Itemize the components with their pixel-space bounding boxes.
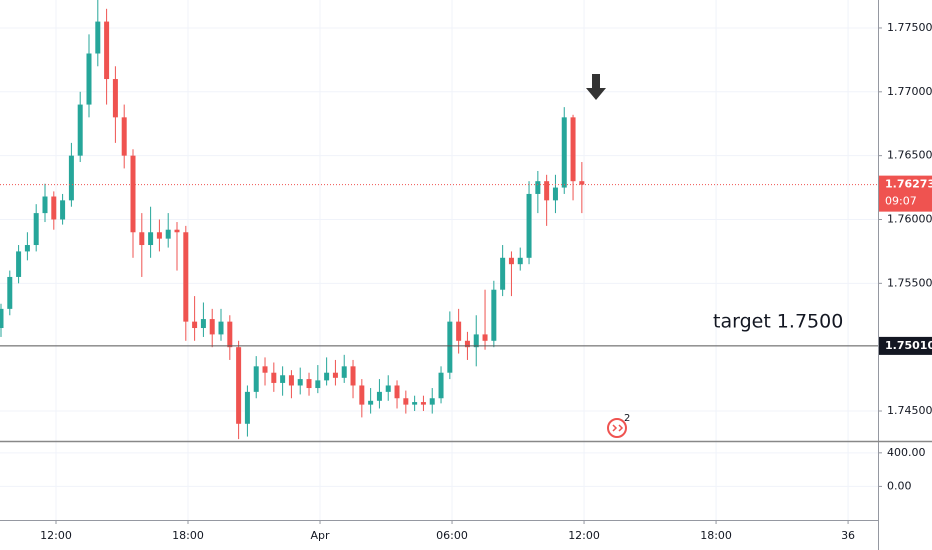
candle-body — [77, 104, 83, 156]
candle-body — [192, 321, 198, 329]
candles — [0, 0, 585, 440]
candle-body — [130, 155, 136, 233]
candle-body — [544, 181, 550, 201]
candle-body — [350, 366, 356, 386]
candle-body — [579, 181, 585, 185]
candle-body — [24, 245, 30, 252]
candle-body — [218, 321, 224, 335]
candle-body — [280, 375, 286, 383]
badge-count: 2 — [624, 413, 630, 424]
candle-body — [271, 372, 277, 383]
y-tick-label: 400.00 — [887, 446, 926, 459]
price-label-box — [879, 336, 932, 355]
candle-body — [121, 117, 127, 156]
candle-body — [570, 117, 576, 182]
y-tick-label: 1.76500 — [887, 149, 932, 162]
candle-body — [341, 366, 347, 378]
candle-body — [236, 347, 242, 424]
last-price-box — [879, 175, 932, 212]
candle-body — [95, 21, 101, 54]
candle-body — [552, 187, 558, 201]
candle-body — [561, 117, 567, 188]
grid — [0, 0, 882, 524]
annotation: target 1.7500 — [713, 311, 843, 333]
candle-body — [183, 232, 189, 322]
x-tick-label: 18:00 — [700, 529, 732, 542]
candle-body — [315, 380, 321, 389]
price-label: 1.75010 — [885, 339, 932, 352]
candle-body — [500, 257, 506, 290]
candle-body — [297, 379, 303, 386]
candle-body — [412, 402, 418, 405]
x-tick-label: 12:00 — [568, 529, 600, 542]
candle-body — [16, 251, 22, 277]
x-tick-label: 06:00 — [436, 529, 468, 542]
candle-body — [394, 385, 400, 399]
x-tick-label: 36 — [841, 529, 855, 542]
y-tick-label: 1.77000 — [887, 85, 932, 98]
candle-body — [473, 334, 479, 348]
candle-body — [535, 181, 541, 194]
candle-body — [482, 334, 488, 341]
candle-body — [368, 400, 374, 405]
y-tick-label: 1.77500 — [887, 21, 932, 34]
x-tick-label: 12:00 — [40, 529, 72, 542]
candle-body — [68, 155, 74, 201]
candle-body — [200, 319, 206, 329]
badge-icon[interactable]: 2 — [607, 413, 630, 438]
y-tick-label: 1.75500 — [887, 276, 932, 289]
candle-body — [332, 372, 338, 378]
candle-body — [385, 385, 391, 392]
x-tick-label: Apr — [311, 529, 331, 542]
candle-body — [456, 321, 462, 341]
candle-body — [464, 340, 470, 348]
last-price-label: 1.76273 — [885, 178, 932, 191]
y-tick-label: 0.00 — [887, 479, 912, 492]
candle-body — [156, 232, 162, 239]
y-tick-label: 1.76000 — [887, 212, 932, 225]
candle-body — [288, 375, 294, 386]
x-tick-label: 18:00 — [172, 529, 204, 542]
candle-body — [60, 200, 66, 220]
candle-body — [491, 289, 497, 341]
candle-body — [403, 398, 409, 405]
countdown-label: 09:07 — [885, 195, 917, 208]
badge-glyph — [612, 424, 624, 432]
candle-body — [447, 321, 453, 373]
candle-body — [420, 402, 426, 405]
candle-body — [174, 229, 180, 233]
candle-body — [209, 319, 215, 335]
candle-body — [517, 257, 523, 265]
y-tick-label: 1.74500 — [887, 404, 932, 417]
candle-body — [148, 232, 154, 246]
candle-body — [86, 53, 92, 105]
candle-body — [359, 385, 365, 405]
candle-body — [42, 196, 48, 214]
candle-body — [438, 372, 444, 399]
candle-body — [0, 308, 4, 329]
candle-body — [526, 193, 532, 258]
overlay — [0, 184, 878, 347]
candle-body — [139, 232, 145, 246]
candle-body — [262, 366, 268, 373]
arrow-down-icon — [586, 74, 606, 100]
candle-body — [376, 391, 382, 401]
candle-body — [104, 21, 110, 80]
candle-body — [51, 196, 57, 220]
candle-body — [324, 372, 330, 381]
candle-body — [7, 276, 13, 309]
candle-body — [508, 257, 514, 265]
candle-body — [165, 229, 171, 239]
candle-body — [253, 366, 259, 392]
badge-circle — [607, 418, 627, 438]
candle-body — [244, 391, 250, 424]
candle-body — [112, 79, 118, 118]
candle-body — [429, 398, 435, 405]
candle-body — [33, 213, 39, 246]
candle-body — [306, 379, 312, 389]
candle-body — [227, 321, 233, 348]
